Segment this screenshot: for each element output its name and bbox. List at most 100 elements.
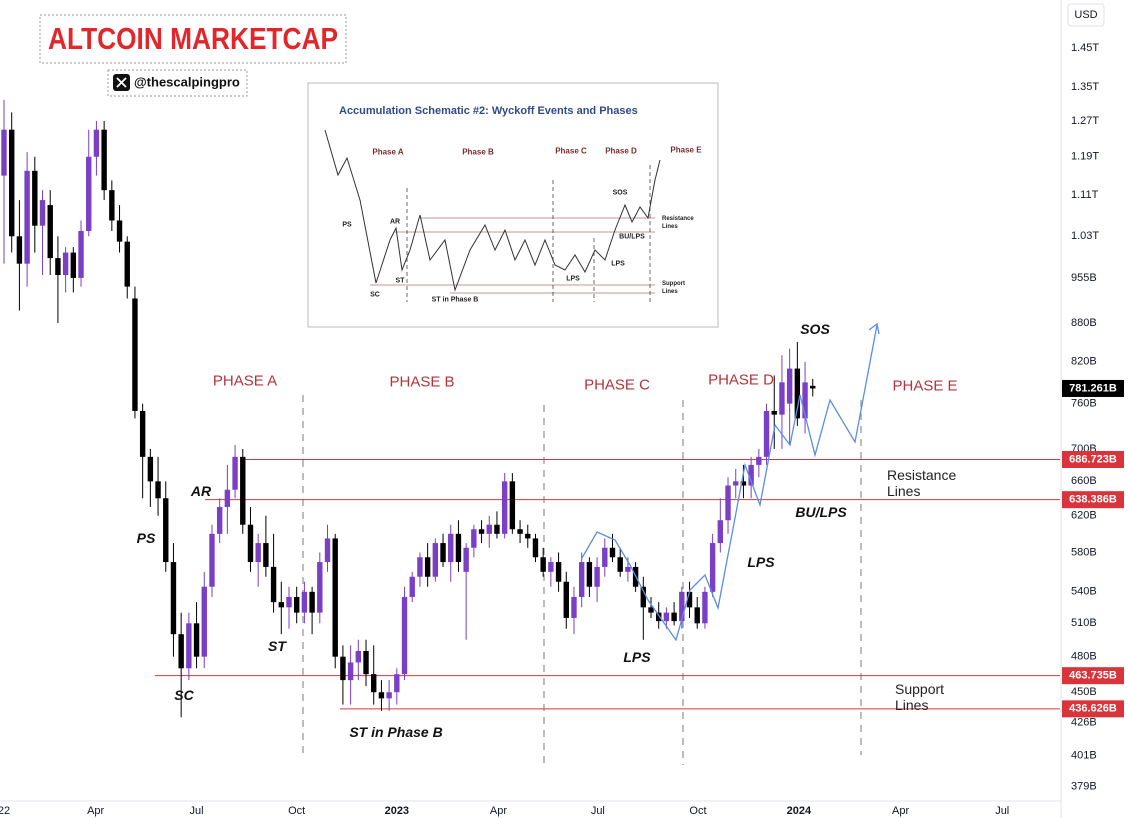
candle-body xyxy=(363,650,369,675)
candle-body xyxy=(347,662,354,681)
y-tick-label: 1.19T xyxy=(1071,151,1099,163)
candle-body xyxy=(371,674,377,693)
candle-body xyxy=(39,200,46,226)
candle-body xyxy=(794,368,801,419)
projection-path xyxy=(581,324,878,642)
candle-body xyxy=(448,533,454,563)
candle-body xyxy=(247,524,254,563)
currency: USD xyxy=(1074,9,1097,21)
level-label: Resistance Lines xyxy=(887,467,957,499)
candle-body xyxy=(394,674,400,693)
price-tag-label: 638.386B xyxy=(1069,494,1117,506)
candle-body xyxy=(78,230,84,278)
inset-label: ST in Phase B xyxy=(431,296,479,304)
y-tick-label: 401B xyxy=(1071,750,1097,762)
candle-body xyxy=(548,562,554,572)
inset-label: Support Lines xyxy=(662,281,685,295)
inset-levels xyxy=(370,217,655,294)
candle-body xyxy=(178,634,184,669)
candle-body xyxy=(263,543,269,567)
phase-label: PHASE A xyxy=(212,372,278,390)
phase-label: PHASE C xyxy=(584,376,650,394)
x-tick-label: Apr xyxy=(892,805,909,817)
candle-body xyxy=(293,596,300,613)
inset-label: SOS xyxy=(612,189,628,197)
candle-body xyxy=(679,591,685,622)
candle-body xyxy=(594,566,600,587)
candle-body xyxy=(62,252,69,276)
x-tick-label: Jul xyxy=(995,805,1009,817)
axes: 1.45T 1.35T 1.27T 1.19T 1.11T 1.03T 955B 880B 82… xyxy=(0,42,1124,817)
candle-body xyxy=(656,612,662,622)
candle-body xyxy=(702,591,708,624)
y-tick-label: 1.27T xyxy=(1071,115,1099,127)
candle-body xyxy=(478,529,485,534)
price-tag-label: 686.723B xyxy=(1069,453,1117,465)
inset-dividers xyxy=(406,165,651,302)
candle-body xyxy=(324,538,331,563)
event-label: ST in Phase B xyxy=(349,724,443,740)
price-tag xyxy=(1062,667,1124,685)
candle-body xyxy=(640,586,647,608)
title-box xyxy=(39,14,347,64)
candle-body xyxy=(116,220,123,242)
candle-body xyxy=(756,456,762,465)
y-tick-label: 620B xyxy=(1071,510,1097,522)
y-tick-label: 1.35T xyxy=(1071,81,1099,93)
phase-label: PHASE E xyxy=(892,377,958,395)
candle-body xyxy=(455,533,462,563)
y-tick-label: 426B xyxy=(1071,716,1097,728)
candle-body xyxy=(532,538,539,558)
candle-body xyxy=(440,543,446,563)
inset-label: LPS xyxy=(566,275,580,283)
candle-body xyxy=(209,533,215,587)
candle-body xyxy=(663,612,670,622)
candle-body xyxy=(232,456,238,490)
candle-body xyxy=(193,623,200,657)
candle-body xyxy=(571,596,577,618)
candle-body xyxy=(555,562,562,582)
candle-body xyxy=(802,382,808,419)
inset-label: Resistance Lines xyxy=(662,216,694,230)
candle-body xyxy=(16,236,23,264)
phase-label: PHASE B xyxy=(389,373,455,391)
x-tick-label: Jul xyxy=(591,805,605,817)
candle-body xyxy=(163,498,169,563)
event-label: SC xyxy=(174,687,194,703)
candle-body xyxy=(317,562,323,613)
candle-body xyxy=(586,562,593,587)
x-tick-label: 2024 xyxy=(787,805,812,817)
y-tick-label: 1.03T xyxy=(1071,230,1099,242)
candle-body xyxy=(709,543,716,592)
candle-body xyxy=(617,557,623,572)
inset-phase: Phase B xyxy=(462,147,494,157)
projection-arrow xyxy=(868,322,880,335)
candle-body xyxy=(779,382,785,415)
event-label: LPS xyxy=(747,554,775,570)
price-tag xyxy=(1062,450,1124,468)
candle-body xyxy=(301,591,308,613)
x-tick-label: Jul xyxy=(190,805,204,817)
level-label: Support Lines xyxy=(895,681,945,713)
x-tick-label: 22 xyxy=(0,805,10,817)
y-tick-label: 1.11T xyxy=(1071,189,1099,201)
candle-body xyxy=(1,129,7,176)
event-label: PS xyxy=(136,530,156,546)
y-tick-label: 480B xyxy=(1071,651,1097,663)
candle-body xyxy=(602,547,608,567)
inset-label: PS xyxy=(342,221,352,229)
candle-body xyxy=(355,650,362,663)
candle-body xyxy=(32,170,38,226)
candle-body xyxy=(717,520,724,544)
candle-body xyxy=(216,506,223,534)
candle-body xyxy=(725,485,731,521)
y-tick-label: 540B xyxy=(1071,586,1097,598)
candle-body xyxy=(101,129,107,191)
x-tick-label: Apr xyxy=(490,805,507,817)
candle-body xyxy=(240,456,246,525)
candles xyxy=(1,99,816,718)
candle-body xyxy=(201,586,207,657)
candle-body xyxy=(763,410,770,457)
